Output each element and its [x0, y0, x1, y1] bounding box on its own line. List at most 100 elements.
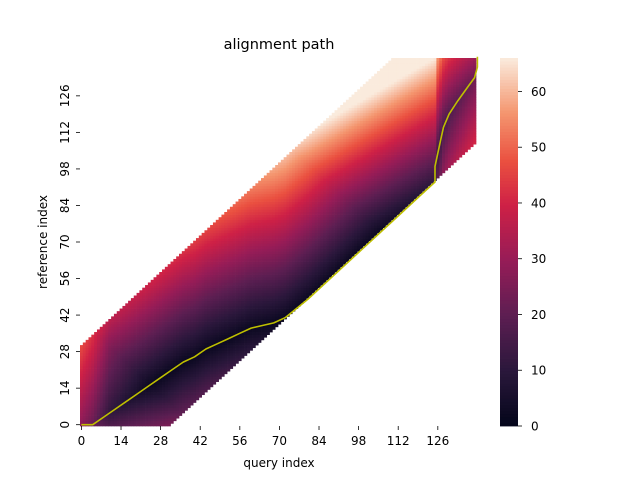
heatmap-cell — [142, 318, 146, 322]
heatmap-cell — [150, 311, 154, 315]
heatmap-cell — [187, 303, 191, 307]
heatmap-cell — [215, 238, 219, 242]
heatmap-cell — [303, 165, 307, 168]
heatmap-cell — [187, 318, 191, 322]
heatmap-cell — [108, 337, 112, 341]
heatmap-cell — [215, 305, 219, 309]
heatmap-cell — [212, 337, 217, 341]
heatmap-cell — [111, 318, 115, 322]
heatmap-cell — [164, 345, 169, 349]
heatmap-cell — [176, 399, 180, 403]
heatmap-cell — [212, 379, 217, 382]
heatmap-cell — [125, 345, 129, 349]
heatmap-cell — [306, 188, 310, 192]
heatmap-cell — [289, 303, 293, 307]
heatmap-cell — [246, 316, 251, 320]
heatmap-cell — [258, 279, 262, 283]
heatmap-cell — [317, 141, 321, 145]
heatmap-cell — [105, 360, 109, 364]
heatmap-cell — [193, 264, 197, 268]
heatmap-cell — [252, 225, 256, 228]
heatmap-cell — [320, 248, 324, 252]
heatmap-cell — [258, 180, 262, 184]
heatmap-cell — [294, 292, 299, 296]
heatmap-cell — [193, 245, 197, 249]
heatmap-cell — [221, 318, 225, 322]
heatmap-cell — [181, 313, 186, 317]
heatmap-cell — [232, 352, 236, 356]
heatmap-cell — [258, 230, 262, 234]
heatmap-cell — [80, 405, 84, 409]
heatmap-cell — [314, 230, 318, 234]
heatmap-cell — [241, 222, 245, 226]
heatmap-cell — [278, 303, 282, 307]
heatmap-cell — [235, 295, 239, 299]
heatmap-cell — [133, 365, 137, 369]
heatmap-cell — [164, 381, 169, 385]
heatmap-cell — [309, 159, 313, 163]
heatmap-cell — [266, 332, 270, 335]
heatmap-cell — [91, 407, 95, 411]
heatmap-cell — [309, 274, 313, 278]
heatmap-cell — [224, 290, 228, 294]
heatmap-cell — [227, 321, 231, 325]
heatmap-cell — [187, 277, 191, 281]
heatmap-cell — [235, 298, 239, 302]
heatmap-cell — [164, 373, 169, 377]
heatmap-cell — [187, 352, 191, 356]
heatmap-cell — [263, 240, 268, 244]
heatmap-cell — [280, 214, 285, 218]
heatmap-cell — [88, 368, 92, 372]
heatmap-cell — [210, 248, 214, 252]
heatmap-cell — [173, 292, 177, 296]
heatmap-cell — [142, 329, 146, 333]
heatmap-cell — [275, 266, 279, 270]
heatmap-cell — [306, 162, 310, 166]
heatmap-cell — [176, 298, 180, 302]
heatmap-cell — [235, 329, 239, 333]
heatmap-cell — [102, 334, 106, 338]
heatmap-cell — [167, 287, 171, 291]
heatmap-cell — [306, 206, 310, 210]
heatmap-cell — [229, 355, 234, 359]
heatmap-cell — [252, 298, 256, 302]
heatmap-cell — [261, 316, 265, 320]
heatmap-cell — [105, 329, 109, 333]
heatmap-cell — [292, 298, 296, 302]
heatmap-cell — [150, 373, 154, 377]
heatmap-cell — [96, 410, 101, 414]
heatmap-cell — [278, 165, 282, 168]
heatmap-cell — [215, 371, 219, 375]
heatmap-cell — [294, 279, 299, 283]
heatmap-cell — [94, 339, 98, 343]
heatmap-cell — [91, 363, 95, 367]
heatmap-cell — [210, 326, 214, 330]
heatmap-cell — [111, 334, 115, 338]
heatmap-cell — [303, 230, 307, 234]
heatmap-cell — [96, 415, 101, 419]
heatmap-cell — [145, 352, 149, 356]
heatmap-cell — [147, 405, 152, 409]
heatmap-cell — [255, 339, 259, 343]
heatmap-cell — [306, 141, 310, 145]
heatmap-cell — [326, 191, 330, 195]
heatmap-cell — [317, 219, 321, 223]
heatmap-cell — [170, 392, 174, 396]
heatmap-cell — [238, 352, 242, 356]
heatmap-cell — [176, 277, 180, 281]
heatmap-cell — [238, 222, 242, 226]
heatmap-cell — [111, 337, 115, 341]
heatmap-cell — [108, 415, 112, 419]
heatmap-cell — [153, 368, 157, 372]
heatmap-cell — [294, 227, 299, 231]
heatmap-cell — [167, 282, 171, 286]
heatmap-cell — [258, 292, 262, 296]
heatmap-cell — [204, 264, 208, 268]
heatmap-cell — [227, 277, 231, 281]
heatmap-cell — [94, 423, 98, 427]
heatmap-cell — [261, 277, 265, 281]
heatmap-cell — [229, 360, 234, 364]
heatmap-cell — [218, 277, 222, 281]
heatmap-cell — [91, 405, 95, 409]
heatmap-cell — [125, 360, 129, 364]
